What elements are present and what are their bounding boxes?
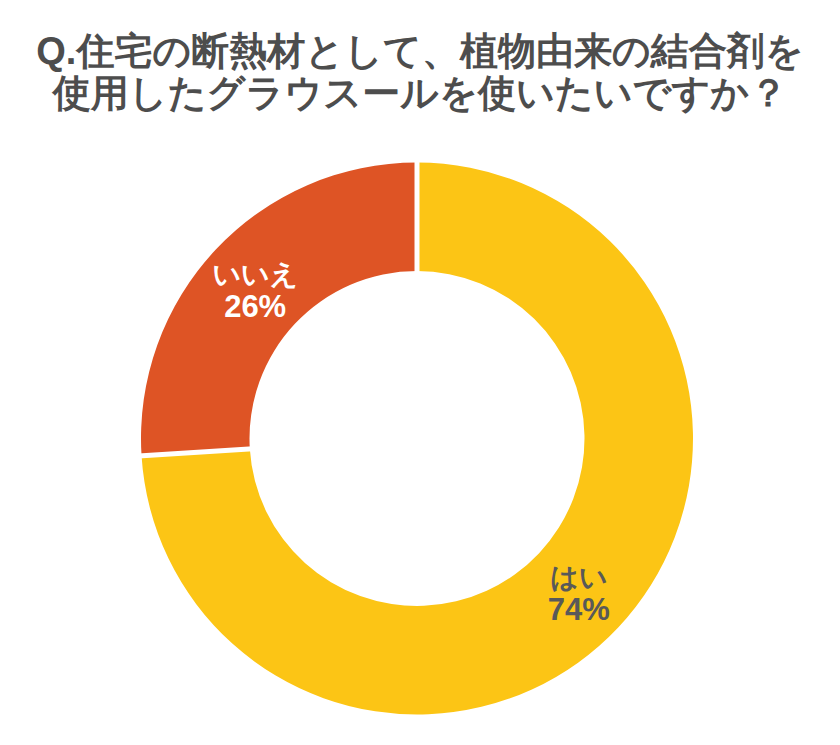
slice-value-label: 74% xyxy=(548,592,610,627)
donut-chart: はい74% いいえ26% xyxy=(0,0,840,745)
slice-name-label: いいえ xyxy=(212,259,298,290)
slice-name-label: はい xyxy=(550,562,607,593)
slice-value-label: 26% xyxy=(224,289,286,324)
